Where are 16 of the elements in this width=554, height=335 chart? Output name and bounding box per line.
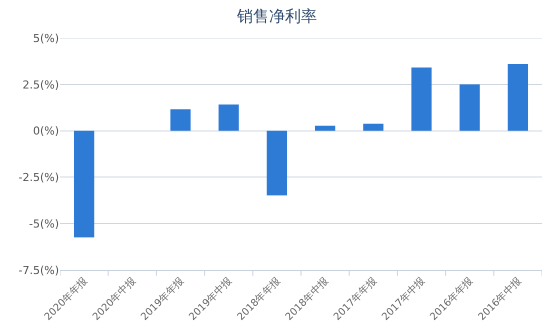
bar <box>411 68 432 131</box>
bar <box>74 130 94 238</box>
bar <box>170 109 191 131</box>
y-tick-label: -2.5(%) <box>18 171 59 184</box>
chart-title: 销售净利率 <box>236 6 317 26</box>
bar <box>218 104 239 131</box>
bar <box>314 126 336 131</box>
bar <box>508 64 528 131</box>
y-tick-label: 5(%) <box>32 32 59 45</box>
y-tick-label: 2.5(%) <box>22 78 59 92</box>
bar <box>363 124 384 131</box>
bar <box>266 130 288 196</box>
y-tick-label: -5(%) <box>28 217 59 230</box>
y-tick-label: 0(%) <box>32 124 59 138</box>
bar <box>460 84 480 131</box>
y-tick-label: -7.5(%) <box>18 264 59 277</box>
